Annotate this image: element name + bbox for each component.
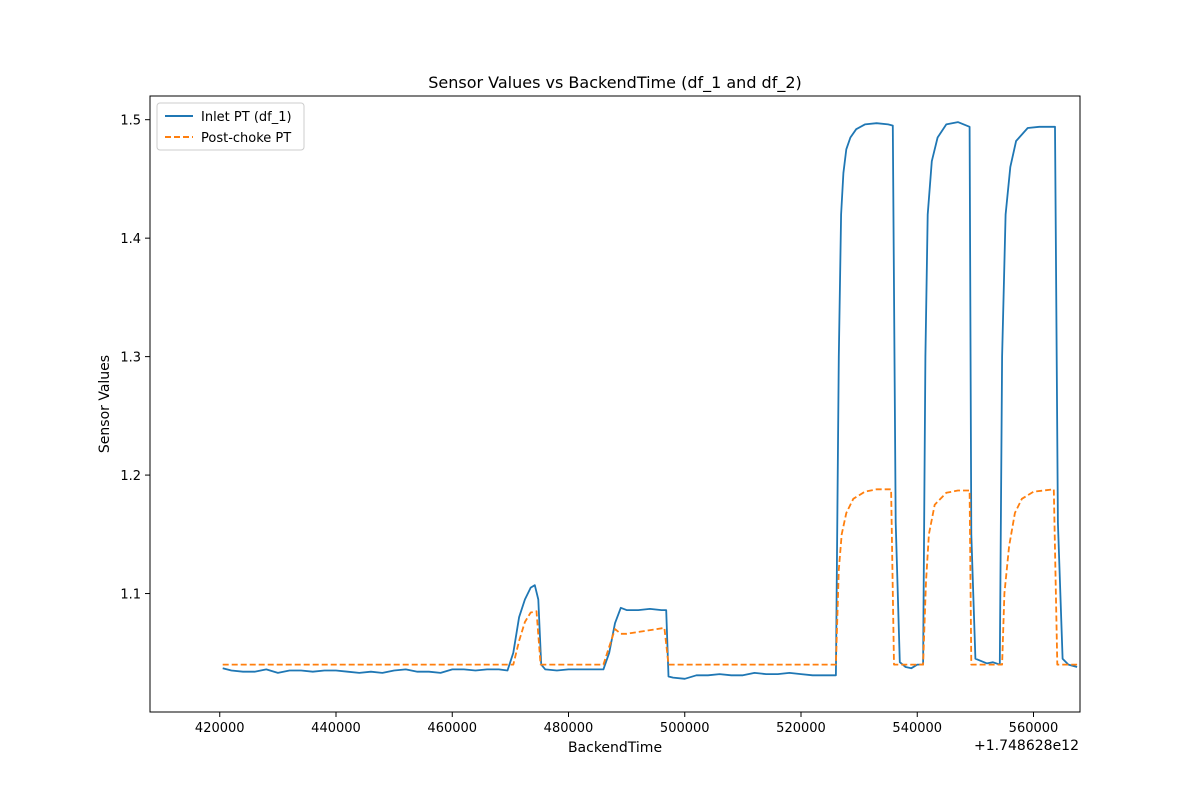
y-tick-label: 1.2 [120,469,141,484]
x-tick-label: 540000 [892,721,942,736]
axes: 420000 440000 460000 480000 500000 520000 5400… [120,114,1058,736]
y-tick-label: 1.3 [120,351,141,366]
x-tick-label: 460000 [427,721,477,736]
series-line-inlet-pt [222,121,1078,680]
legend-label-post-choke-pt: Post-choke PT [201,131,291,146]
legend-label-inlet-pt: Inlet PT (df_1) [201,110,292,125]
x-tick-label: 440000 [311,721,361,736]
legend-box [156,102,305,151]
chart-title: Sensor Values vs BackendTime (df_1 and d… [428,73,802,93]
y-axis-label: Sensor Values [97,355,113,453]
y-tick-label: 1.5 [120,114,141,129]
series-line-post-choke-pt [222,488,1078,666]
x-axis-label: BackendTime [568,740,662,756]
plot-area [222,121,1078,680]
x-axis-offset-text: +1.748628e12 [974,738,1079,754]
x-tick-label: 520000 [776,721,826,736]
x-tick-label: 480000 [544,721,594,736]
legend: Inlet PT (df_1) Post-choke PT [156,102,305,151]
x-tick-label: 500000 [660,721,710,736]
x-tick-label: 420000 [195,721,245,736]
x-tick-label: 560000 [1009,721,1059,736]
y-tick-label: 1.4 [120,232,141,247]
plot-frame [149,95,1081,713]
y-tick-label: 1.1 [120,588,141,603]
